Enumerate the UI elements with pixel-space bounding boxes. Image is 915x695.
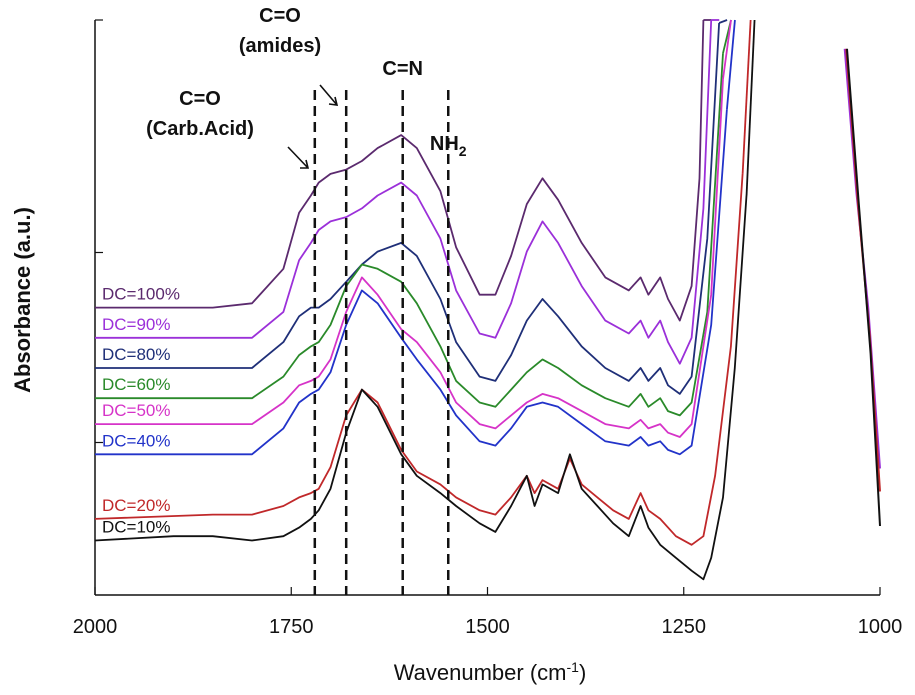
annotation-label: (Carb.Acid) xyxy=(146,118,254,140)
series-tail xyxy=(846,48,881,527)
x-tick-label: 1000 xyxy=(858,616,903,638)
x-tick-label: 1250 xyxy=(662,616,707,638)
series-line xyxy=(95,79,724,438)
series-label: DC=50% xyxy=(102,401,171,420)
arrow-amides xyxy=(319,84,339,106)
series-line xyxy=(95,109,728,456)
series-label: DC=10% xyxy=(102,518,171,537)
annotation-label: C=O xyxy=(259,5,301,27)
series-line xyxy=(95,19,713,365)
series-label: DC=20% xyxy=(102,496,171,515)
series-lines xyxy=(94,19,881,581)
x-axis-label: Wavenumber (cm-1) xyxy=(394,659,587,685)
axes: 2000 1750 1500 1250 1000 xyxy=(73,19,903,638)
series-line xyxy=(94,195,748,581)
annotation-label: NH2 xyxy=(430,133,467,159)
peak-annotations: C=O (Carb.Acid) C=O (amides) C=N NH2 xyxy=(146,5,467,595)
series-rise xyxy=(741,19,752,174)
series-label: DC=60% xyxy=(102,375,171,394)
series-labels: DC=100% DC=90% DC=80% DC=60% DC=50% DC=40% DC=… xyxy=(102,285,180,537)
series-line xyxy=(94,173,744,546)
series-label: DC=80% xyxy=(102,345,171,364)
x-tick-label: 2000 xyxy=(73,616,118,638)
series-rise xyxy=(718,19,728,24)
series-label: DC=100% xyxy=(102,285,180,304)
series-line xyxy=(95,22,720,395)
x-tick-label: 1500 xyxy=(465,616,510,638)
series-line xyxy=(95,53,724,417)
y-axis-label: Absorbance (a.u.) xyxy=(10,207,35,393)
series-line xyxy=(95,19,705,322)
series-rise xyxy=(726,19,736,110)
series-label: DC=90% xyxy=(102,315,171,334)
x-tick-label: 1750 xyxy=(269,616,314,638)
series-rise xyxy=(745,19,756,196)
annotation-label: (amides) xyxy=(239,35,321,57)
annotation-label: C=N xyxy=(382,58,423,80)
series-label: DC=40% xyxy=(102,431,171,450)
series-rise xyxy=(722,19,732,80)
arrow-carb-acid xyxy=(287,146,310,169)
annotation-label: C=O xyxy=(179,88,221,110)
